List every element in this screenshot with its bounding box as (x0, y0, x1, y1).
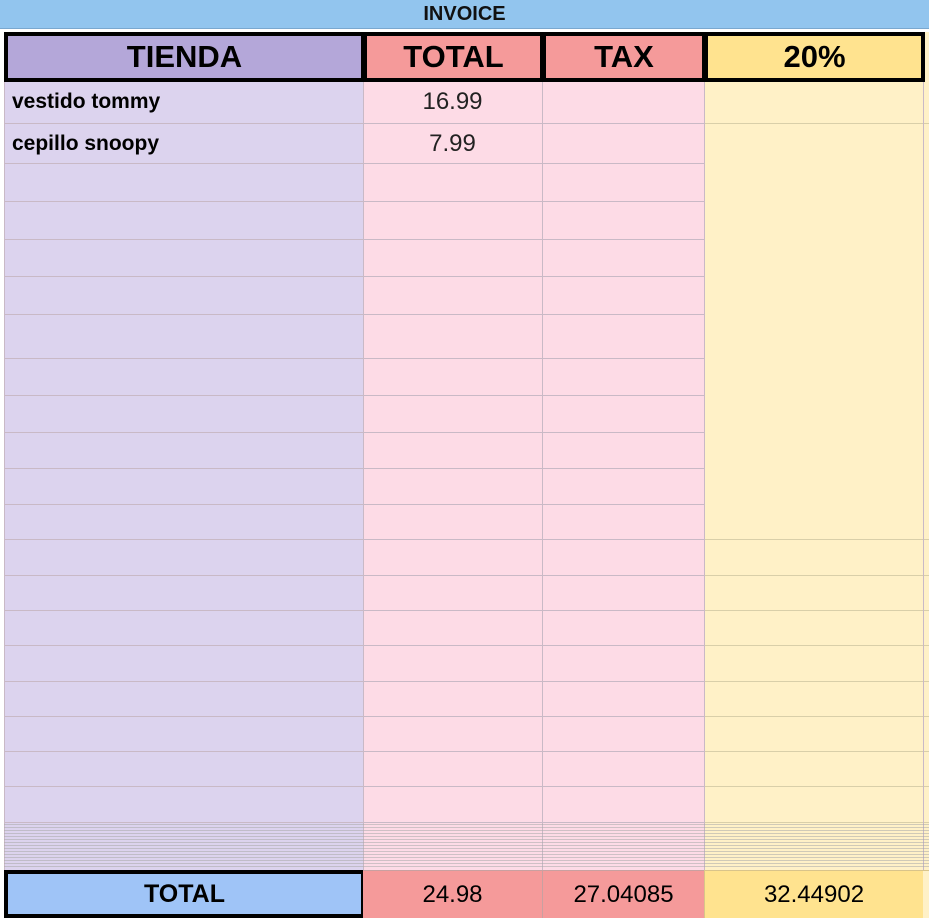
total-column (363, 32, 542, 916)
invoice-title[interactable]: INVOICE (0, 0, 929, 29)
row-gridline (4, 751, 704, 752)
column-gridline (704, 82, 705, 870)
row-gridline (704, 786, 929, 787)
row-gridline (4, 432, 704, 433)
row-gridline (4, 163, 704, 164)
row-gridline (4, 610, 704, 611)
row-gridline (4, 539, 704, 540)
row-gridline (704, 610, 929, 611)
row-gridline (4, 822, 704, 823)
footer-total-label[interactable]: TOTAL (4, 870, 365, 918)
row-gridline (4, 201, 704, 202)
row-gridline (704, 822, 929, 823)
row-gridline (4, 575, 704, 576)
compressed-row-line (4, 848, 929, 849)
row-gridline (4, 276, 704, 277)
compressed-row-line (4, 863, 929, 864)
compressed-row-line (4, 857, 929, 858)
compressed-row-line (4, 860, 929, 861)
column-gridline (542, 82, 543, 870)
header-tax[interactable]: TAX (542, 32, 706, 82)
row-gridline (4, 716, 704, 717)
row-gridline (4, 239, 704, 240)
tax-column (542, 32, 704, 916)
header-tienda[interactable]: TIENDA (4, 32, 365, 82)
row-gridline (704, 716, 929, 717)
row-gridline (4, 645, 704, 646)
compressed-row-line (4, 830, 929, 831)
column-gridline (363, 82, 364, 870)
compressed-row-line (4, 839, 929, 840)
compressed-row-line (4, 851, 929, 852)
row-gridline (4, 123, 704, 124)
row-gridline (4, 786, 704, 787)
tienda-column (4, 32, 363, 916)
footer-extra-cell[interactable] (923, 870, 929, 918)
compressed-row-line (4, 854, 929, 855)
row-gridline (4, 395, 704, 396)
header-percent[interactable]: 20% (704, 32, 925, 82)
compressed-row-line (4, 824, 929, 825)
compressed-row-line (4, 827, 929, 828)
row-gridline (4, 681, 704, 682)
compressed-row-line (4, 845, 929, 846)
item-total-cell[interactable]: 16.99 (422, 88, 483, 115)
footer-percent-value[interactable]: 32.44902 (704, 870, 923, 918)
row-gridline (704, 751, 929, 752)
column-gridline (923, 82, 924, 870)
row-gridline (4, 504, 704, 505)
row-gridline (704, 645, 929, 646)
row-gridline (704, 681, 929, 682)
row-gridline (4, 468, 704, 469)
item-name-cell[interactable]: cepillo snoopy (12, 132, 160, 155)
extra-column (923, 32, 929, 916)
compressed-row-line (4, 866, 929, 867)
footer-total-value[interactable]: 24.98 (363, 870, 542, 918)
footer-tax-value[interactable]: 27.04085 (542, 870, 704, 918)
compressed-row-line (4, 842, 929, 843)
row-gridline (704, 539, 929, 540)
column-gridline (4, 82, 5, 870)
compressed-row-line (4, 836, 929, 837)
row-gridline (4, 358, 704, 359)
row-gridline (704, 123, 929, 124)
compressed-row-line (4, 833, 929, 834)
item-name-cell[interactable]: vestido tommy (12, 90, 161, 113)
row-gridline (704, 575, 929, 576)
row-gridline (4, 314, 704, 315)
percent-column (704, 32, 923, 916)
item-total-cell[interactable]: 7.99 (429, 130, 476, 157)
header-total[interactable]: TOTAL (363, 32, 544, 82)
